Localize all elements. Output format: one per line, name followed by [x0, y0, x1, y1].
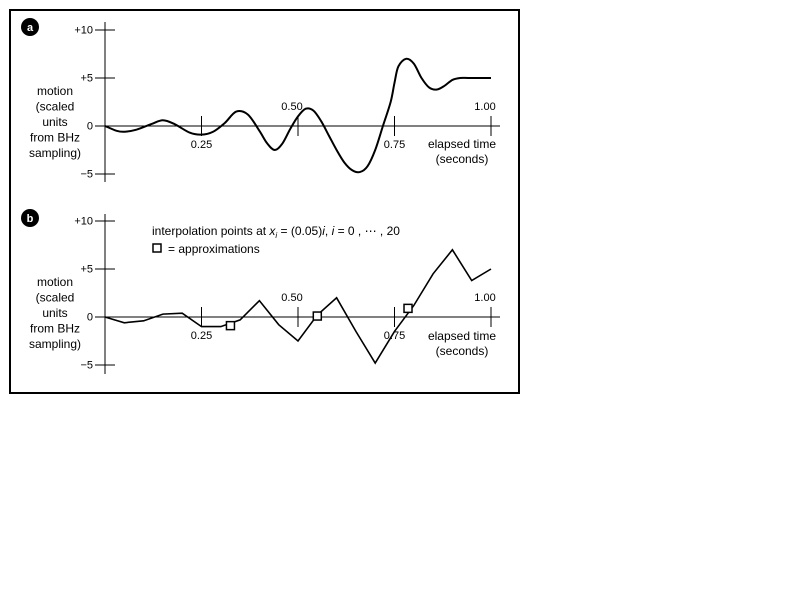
approximation-marker	[312, 311, 323, 321]
panel-label-badge	[21, 18, 39, 36]
annotation-tail: = 0 , ⋯ , 20	[334, 224, 400, 238]
y-tick-label: +10	[74, 216, 93, 228]
panel-label-text: a	[27, 22, 34, 34]
panel-a: a +10 +5 0 −5 0.25 0.50 0.75 1.00 motion (scaledun…	[21, 18, 500, 182]
x-axis-label-line: elapsed time	[428, 137, 496, 151]
y-tick-label: +5	[80, 73, 93, 85]
x-tick-label: 0.50	[281, 292, 302, 304]
annotation-middle: = (0.05)	[277, 224, 322, 238]
x-axis-label-line: elapsed time	[428, 329, 496, 343]
x-axis-label-line: (seconds)	[436, 344, 489, 358]
annotation-x: x	[268, 224, 276, 238]
x-tick-label: 0.25	[191, 330, 212, 342]
x-tick-label: 1.00	[474, 101, 495, 113]
x-axis-label-line: (seconds)	[436, 152, 489, 166]
y-axis-label-line: motion	[37, 275, 73, 289]
y-tick-label: +5	[80, 264, 93, 276]
approximation-marker	[403, 303, 413, 314]
series-line	[104, 57, 491, 174]
annotation-text: interpolation points at xi = (0.05)i, i …	[152, 224, 400, 240]
panel-label-badge	[21, 209, 39, 227]
x-tick-label: 1.00	[474, 292, 495, 304]
annotation-i2: i	[332, 224, 335, 238]
y-axis-label-line: sampling)	[29, 337, 81, 351]
annotation-suffix: ,	[325, 224, 332, 238]
x-tick-label: 0.25	[191, 139, 212, 151]
y-axis-label-line: from BHz	[30, 322, 80, 336]
figure-frame	[9, 9, 520, 394]
legend-approximations-label: = approximations	[168, 242, 260, 256]
y-tick-label: +10	[74, 25, 93, 37]
x-tick-label: 0.50	[281, 101, 302, 113]
approximation-marker	[225, 320, 236, 331]
panel-b: b +10+50−50.250.500.751.00motion(scaledun…	[21, 209, 500, 374]
y-axis-label-line: units	[42, 306, 67, 320]
series-line	[104, 248, 492, 365]
y-axis-label-line: from BHz	[30, 131, 80, 145]
y-axis-label-line: sampling)	[29, 146, 81, 160]
y-tick-label: −5	[80, 360, 93, 372]
y-tick-label: −5	[80, 169, 93, 181]
y-axis-label-line: (scaled	[36, 100, 75, 114]
y-axis-label-line: units	[42, 115, 67, 129]
y-axis-label-line: motion	[37, 84, 73, 98]
x-tick-label: 0.75	[384, 139, 405, 151]
y-tick-label: 0	[87, 121, 93, 133]
annotation-sub: i	[275, 231, 277, 240]
annotation-i: i	[322, 224, 325, 238]
panel-label-text: b	[27, 213, 34, 225]
y-tick-label: 0	[87, 312, 93, 324]
annotation-prefix: interpolation points at	[152, 224, 269, 238]
legend-square-marker	[152, 243, 162, 253]
y-axis-label-line: (scaled	[36, 291, 75, 305]
